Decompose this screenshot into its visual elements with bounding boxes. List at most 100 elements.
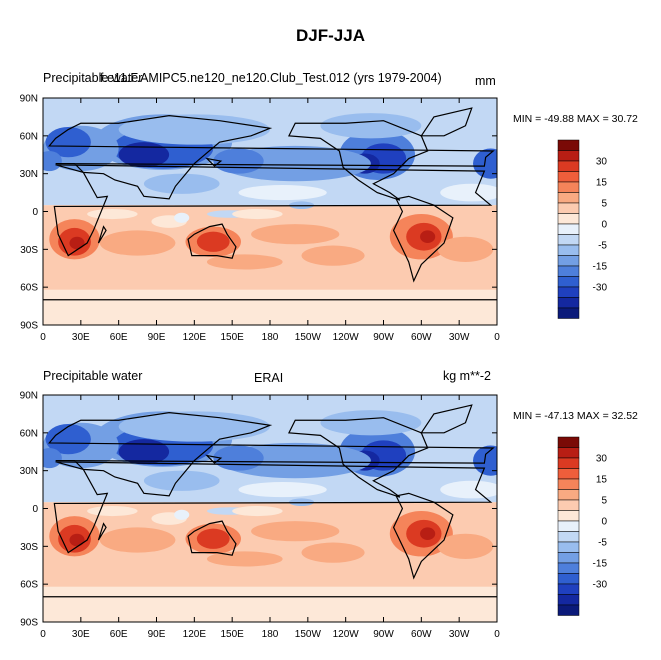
- colorbar-swatch: [557, 255, 580, 267]
- colorbar-label: 30: [596, 157, 608, 168]
- colorbar-swatch: [557, 531, 580, 543]
- panel1-left-title: Precipitable water: [43, 71, 143, 85]
- y-tick-label: 90N: [20, 94, 38, 105]
- colorbar-swatch: [557, 562, 580, 574]
- contour-blob: [196, 231, 230, 252]
- contour-field: [43, 98, 497, 325]
- x-tick-label: 30W: [449, 629, 470, 640]
- coastline: [287, 417, 429, 498]
- colorbar-label: 0: [601, 517, 607, 528]
- antarctic-band: [43, 289, 497, 325]
- coastline: [205, 157, 223, 167]
- coastline: [287, 120, 429, 201]
- x-tick-label: 30W: [449, 332, 470, 343]
- contour-blob: [69, 533, 85, 547]
- contour-blob: [420, 230, 436, 244]
- colorbar-label: -5: [598, 241, 607, 252]
- colorbar-swatch: [557, 286, 580, 298]
- x-tick-label: 180: [262, 332, 279, 343]
- map-panel-1: 0 30E 60E 90E 120E 150E 180 150W 120W 90W 60W 30W 09…: [20, 94, 608, 344]
- colorbar-swatch: [557, 447, 580, 459]
- contour-blob: [251, 224, 340, 245]
- colorbar-label: 0: [601, 220, 607, 231]
- y-tick-label: 90S: [20, 321, 38, 332]
- x-tick-label: 120E: [183, 332, 207, 343]
- panel1-units: mm: [475, 74, 496, 88]
- contour-blob: [143, 470, 220, 491]
- x-tick-label: 60W: [411, 332, 432, 343]
- colorbar-swatch: [557, 552, 580, 564]
- contour-blob: [99, 230, 176, 256]
- colorbar-label: -15: [593, 559, 608, 570]
- colorbar-label: 5: [601, 199, 607, 210]
- contour-blob: [99, 527, 176, 553]
- colorbar-swatch: [557, 213, 580, 225]
- contour-blob: [69, 236, 85, 250]
- contour-blob: [87, 208, 138, 220]
- colorbar-label: 30: [596, 454, 608, 465]
- contour-blob: [206, 551, 283, 567]
- y-tick-label: 60N: [20, 428, 38, 439]
- colorbar-swatch: [557, 171, 580, 183]
- coastline: [48, 115, 495, 200]
- colorbar-swatch: [557, 489, 580, 501]
- colorbar-label: -5: [598, 538, 607, 549]
- x-tick-label: 150W: [295, 629, 322, 640]
- coastline: [48, 412, 495, 497]
- colorbar-swatch: [557, 160, 580, 172]
- colorbar-swatch: [557, 234, 580, 246]
- x-tick-label: 60W: [411, 629, 432, 640]
- y-tick-label: 60N: [20, 131, 38, 142]
- colorbar-1: 30 15 5 0 -5 -15 -30: [557, 139, 608, 319]
- colorbar-swatch: [557, 192, 580, 204]
- x-tick-label: 90E: [148, 629, 166, 640]
- coastline: [187, 223, 237, 259]
- colorbar-swatch: [557, 468, 580, 480]
- x-tick-label: 0: [494, 332, 500, 343]
- x-tick-label: 150E: [220, 332, 244, 343]
- coastline: [205, 454, 223, 464]
- x-tick-label: 90W: [373, 332, 394, 343]
- colorbar-swatch: [557, 594, 580, 606]
- panel2-center-title: ERAI: [254, 371, 284, 385]
- contour-blob: [437, 533, 494, 559]
- colorbar-swatch: [557, 307, 580, 319]
- page-title: DJF-JJA: [296, 26, 365, 45]
- y-tick-label: 0: [32, 207, 38, 218]
- colorbar-swatch: [557, 583, 580, 595]
- colorbar-swatch: [557, 265, 580, 277]
- colorbar-swatch: [557, 297, 580, 309]
- contour-blob: [45, 127, 91, 158]
- coastline: [420, 107, 473, 137]
- contour-blob: [118, 439, 170, 465]
- contour-blob: [420, 527, 436, 541]
- contour-blob: [232, 505, 283, 517]
- contour-blob: [118, 142, 170, 168]
- x-tick-label: 120E: [183, 629, 207, 640]
- coastline: [97, 522, 107, 541]
- x-tick-label: 150W: [295, 332, 322, 343]
- map-panel-2: 0 30E 60E 90E 120E 150E 180 150W 120W 90W 60W 30W 09…: [20, 391, 608, 641]
- colorbar-swatch: [557, 478, 580, 490]
- colorbar-swatch: [557, 499, 580, 511]
- contour-blob: [43, 150, 62, 172]
- colorbar-swatch: [557, 573, 580, 585]
- contour-blob: [206, 254, 283, 270]
- colorbar-label: -15: [593, 262, 608, 273]
- contour-blob: [45, 424, 91, 455]
- antarctic-band: [43, 586, 497, 622]
- panel2-stats: MIN = -47.13 MAX = 32.52: [513, 410, 638, 422]
- contour-blob: [301, 542, 365, 563]
- colorbar-swatch: [557, 150, 580, 162]
- x-tick-label: 90E: [148, 332, 166, 343]
- colorbar-swatch: [557, 181, 580, 193]
- panel1-stats: MIN = -49.88 MAX = 30.72: [513, 113, 638, 125]
- x-tick-label: 180: [262, 629, 279, 640]
- coastline: [187, 520, 237, 556]
- contour-blob: [118, 114, 271, 145]
- contour-blob: [232, 208, 283, 220]
- y-tick-label: 60S: [20, 283, 38, 294]
- y-tick-label: 90S: [20, 618, 38, 629]
- contour-blob: [320, 410, 422, 436]
